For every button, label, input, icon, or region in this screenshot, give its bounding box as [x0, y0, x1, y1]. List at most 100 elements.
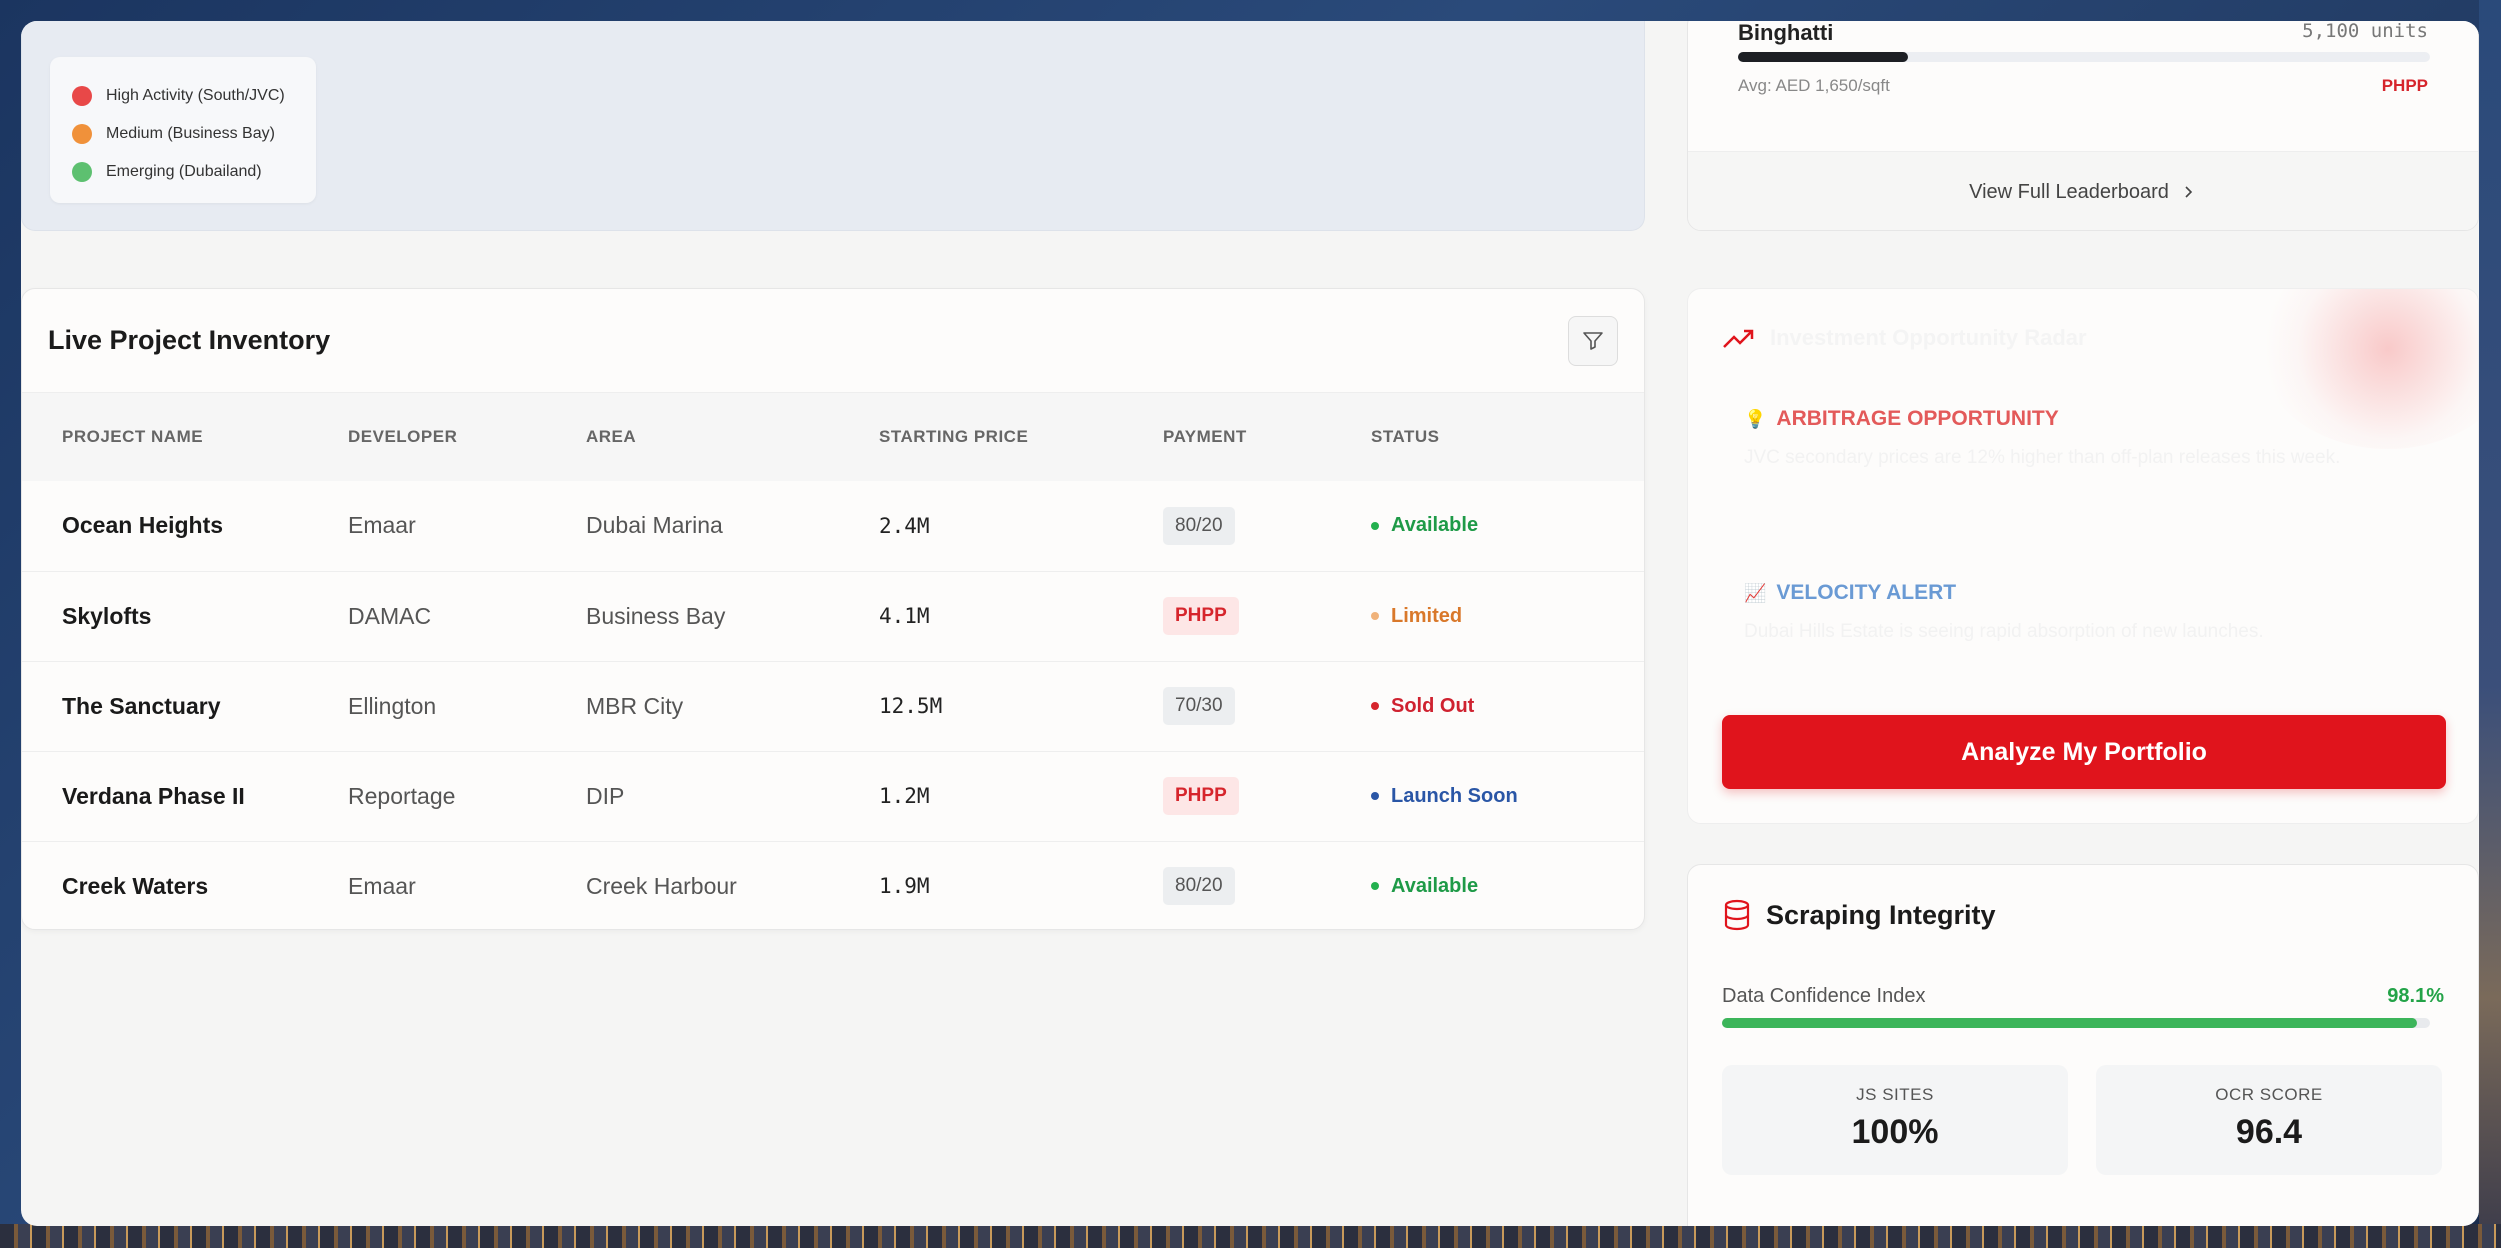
cell-area: Business Bay — [586, 571, 879, 662]
col-header-area[interactable]: AREA — [586, 393, 879, 481]
inventory-table: PROJECT NAME DEVELOPER AREA STARTING PRI… — [22, 393, 1644, 929]
insight-velocity-desc: Dubai Hills Estate is seeing rapid absor… — [1744, 621, 2264, 642]
cell-developer: DAMAC — [348, 571, 586, 662]
status-badge: Available — [1371, 514, 1644, 537]
status-badge: Launch Soon — [1371, 785, 1644, 808]
legend-item-high: High Activity (South/JVC) — [72, 77, 294, 115]
table-row[interactable]: Verdana Phase II Reportage DIP 1.2M PHPP Laun… — [22, 751, 1644, 842]
cell-status: Available — [1371, 481, 1644, 572]
chart-icon: 📈 — [1744, 582, 1767, 603]
legend-item-medium: Medium (Business Bay) — [72, 115, 294, 153]
payment-badge: PHPP — [1163, 777, 1239, 815]
insight-velocity: 📈 VELOCITY ALERT Dubai Hills Estate is s… — [1744, 581, 2444, 647]
cell-project-name: Verdana Phase II — [22, 751, 348, 842]
cell-starting-price: 4.1M — [879, 571, 1163, 662]
filter-button[interactable] — [1568, 315, 1618, 366]
status-badge: Limited — [1371, 605, 1644, 628]
payment-badge: 70/30 — [1163, 687, 1235, 725]
background-city-edge — [2479, 0, 2501, 1248]
confidence-value: 98.1% — [2387, 985, 2444, 1007]
leaderboard-avg-price: Avg: AED 1,650/sqft — [1738, 76, 1890, 95]
legend-dot-high — [72, 86, 92, 106]
market-heatmap-card: High Activity (South/JVC) Medium (Busine… — [21, 21, 1645, 231]
insights-header: Investment Opportunity Radar — [1722, 325, 2087, 351]
lightbulb-icon: 💡 — [1744, 408, 1767, 429]
scraping-title: Scraping Integrity — [1766, 899, 1996, 930]
cell-starting-price: 1.2M — [879, 751, 1163, 842]
status-dot — [1371, 612, 1379, 620]
map-legend: High Activity (South/JVC) Medium (Busine… — [50, 57, 316, 203]
status-dot — [1371, 792, 1379, 800]
cell-payment: PHPP — [1163, 751, 1371, 842]
table-row[interactable]: Ocean Heights Emaar Dubai Marina 2.4M 80/20 A… — [22, 481, 1644, 572]
status-badge: Available — [1371, 875, 1644, 898]
cell-area: Dubai Marina — [586, 481, 879, 572]
cell-project-name: The Sanctuary — [22, 661, 348, 752]
stat-ocr-score-value: 96.4 — [2235, 1113, 2303, 1151]
scraping-header: Scraping Integrity — [1722, 899, 1996, 931]
developer-leaderboard-card: Binghatti 5,100 units Avg: AED 1,650/sqf… — [1687, 21, 2479, 231]
status-dot — [1371, 882, 1379, 891]
live-project-inventory-card: Live Project Inventory PROJECT NAME DEVE… — [21, 288, 1645, 930]
confidence-label: Data Confidence Index — [1722, 985, 1926, 1007]
cell-developer: Ellington — [348, 661, 586, 752]
col-header-project[interactable]: PROJECT NAME — [22, 393, 348, 481]
analyze-portfolio-button[interactable]: Analyze My Portfolio — [1722, 715, 2446, 789]
leaderboard-units: 5,100 units — [2302, 21, 2428, 42]
cell-project-name: Ocean Heights — [22, 481, 348, 572]
cell-developer: Emaar — [348, 872, 416, 899]
insight-velocity-label: 📈 VELOCITY ALERT — [1744, 581, 2444, 605]
filter-icon — [1583, 331, 1603, 350]
payment-badge: 80/20 — [1163, 506, 1235, 545]
stat-js-sites: JS SITES 100% — [1722, 1065, 2068, 1175]
cell-status: Limited — [1371, 571, 1644, 662]
scraping-integrity-card: Scraping Integrity Data Confidence Index… — [1687, 864, 2479, 1226]
database-icon — [1724, 899, 1750, 931]
cell-starting-price: 12.5M — [879, 661, 1163, 752]
status-dot — [1371, 702, 1379, 710]
leaderboard-bar — [1738, 52, 2430, 62]
cell-status: Sold Out — [1371, 661, 1644, 752]
inventory-header: Live Project Inventory — [22, 289, 1644, 393]
cell-project-name: Creek Waters — [62, 872, 209, 899]
col-header-price[interactable]: STARTING PRICE — [879, 393, 1163, 481]
table-header-row: PROJECT NAME DEVELOPER AREA STARTING PRI… — [22, 393, 1644, 481]
legend-label-emerging: Emerging (Dubailand) — [106, 163, 262, 180]
status-label: Launch Soon — [1391, 784, 1518, 807]
status-label: Sold Out — [1391, 694, 1475, 717]
stat-js-sites-label: JS SITES — [1856, 1085, 1934, 1104]
leaderboard-payment-tag: PHPP — [2381, 76, 2428, 95]
status-badge: Sold Out — [1371, 695, 1644, 718]
insights-title: Investment Opportunity Radar — [1770, 325, 2087, 350]
confidence-bar-fill — [1722, 1018, 2417, 1028]
cell-payment: PHPP — [1163, 571, 1371, 662]
col-header-developer[interactable]: DEVELOPER — [348, 393, 586, 481]
cell-area: Creek Harbour — [586, 872, 737, 899]
legend-label-high: High Activity (South/JVC) — [106, 87, 285, 104]
col-header-payment[interactable]: PAYMENT — [1163, 393, 1371, 481]
table-row[interactable]: Skylofts DAMAC Business Bay 4.1M PHPP Limited — [22, 571, 1644, 662]
stat-js-sites-value: 100% — [1851, 1113, 1939, 1151]
status-label: Limited — [1391, 604, 1463, 627]
insight-arbitrage-desc: JVC secondary prices are 12% higher than… — [1744, 447, 2341, 468]
inventory-table-body: Ocean Heights Emaar Dubai Marina 2.4M 80/20 A… — [22, 481, 1644, 929]
view-full-leaderboard-label: View Full Leaderboard — [1969, 180, 2169, 203]
view-full-leaderboard-link[interactable]: View Full Leaderboard — [1688, 151, 2478, 230]
col-header-status[interactable]: STATUS — [1371, 393, 1644, 481]
table-row[interactable]: The Sanctuary Ellington MBR City 12.5M 70/30… — [22, 661, 1644, 752]
cell-payment: 70/30 — [1163, 661, 1371, 752]
stat-ocr-score-label: OCR SCORE — [2215, 1085, 2323, 1104]
payment-badge: PHPP — [1163, 597, 1239, 635]
leaderboard-bar-fill — [1738, 52, 1908, 62]
cell-starting-price: 2.4M — [879, 481, 1163, 572]
insight-arbitrage-title: ARBITRAGE OPPORTUNITY — [1776, 407, 2059, 430]
confidence-row: Data Confidence Index 98.1% — [1722, 985, 2444, 1008]
leaderboard-developer-name: Binghatti — [1738, 21, 1834, 45]
cell-starting-price: 1.9M — [879, 874, 930, 899]
cell-developer: Emaar — [348, 481, 586, 572]
insight-arbitrage: 💡 ARBITRAGE OPPORTUNITY JVC secondary pr… — [1744, 407, 2444, 473]
cell-area: DIP — [586, 751, 879, 842]
cell-status: Available — [1371, 841, 1644, 929]
legend-item-emerging: Emerging (Dubailand) — [72, 153, 294, 191]
table-row[interactable]: Creek Waters Emaar Creek Harbour 1.9M 80/20 A… — [22, 841, 1644, 929]
